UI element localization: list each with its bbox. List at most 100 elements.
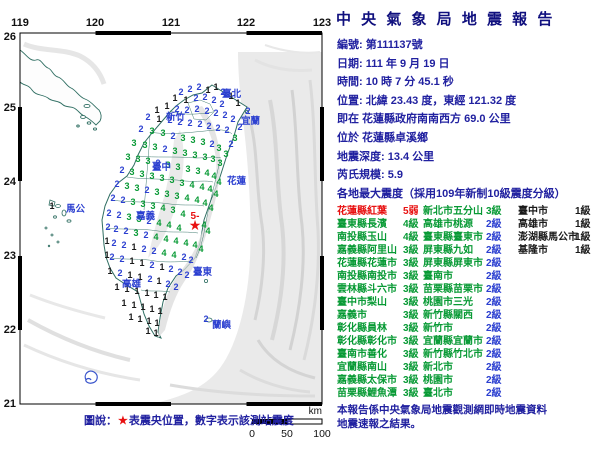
station-intensity: 1級	[575, 245, 591, 256]
map-station-value: 2	[162, 144, 167, 154]
station-name: 嘉義市	[337, 310, 367, 321]
map-station-value: 4	[204, 168, 209, 178]
map-station-value: 4	[216, 177, 221, 187]
station-name: 新竹縣關西	[423, 310, 473, 321]
station-intensity: 3級	[403, 349, 419, 360]
map-station-value: 2	[224, 125, 229, 135]
intensity-row: 南投縣南投市 3級	[337, 270, 419, 283]
map-station-value: 3	[182, 148, 187, 158]
map-station-value: 1	[131, 300, 136, 310]
station-intensity: 5弱	[403, 206, 419, 217]
map-station-value: 4	[192, 240, 197, 250]
map-station-value: 1	[183, 95, 188, 105]
map-station-value: 2	[184, 105, 189, 115]
map-station-value: 3	[154, 187, 159, 197]
station-intensity: 2級	[486, 336, 502, 347]
station-name: 澎湖縣馬公市	[518, 232, 578, 243]
map-station-value: 2	[194, 104, 199, 114]
map-station-value: 3	[130, 197, 135, 207]
map-station-value: 2	[177, 117, 182, 127]
map-station-value: 3	[149, 126, 154, 136]
map-legend: 圖說：★表震央位置，數字表示該測站震度	[84, 412, 294, 428]
lat-tick-label: 23	[4, 250, 16, 262]
station-name: 臺中市梨山	[337, 297, 387, 308]
report-field-line: 各地最大震度（採用109年新制10級震度分級）	[337, 187, 566, 200]
map-station-value: 4	[161, 248, 166, 258]
map-station-value: 2	[119, 165, 124, 175]
station-intensity: 3級	[403, 362, 419, 373]
intensity-row: 彰化縣彰化市 3級	[337, 335, 419, 348]
map-station-value: 2	[211, 95, 216, 105]
station-intensity: 2級	[486, 297, 502, 308]
map-place-label: 馬公	[65, 204, 86, 215]
intensity-table-col-2: 新北市五分山 3級 高雄市桃源 2級 臺東縣臺東市 2級 屏東縣九如 2級 屏東縣屏東市 2級 臺南…	[423, 205, 502, 400]
map-station-value: 2	[111, 238, 116, 248]
map-station-value: 2	[204, 106, 209, 116]
map-station-value: 1	[128, 312, 133, 322]
map-station-value: 1	[154, 318, 159, 328]
map-station-value: 3	[192, 150, 197, 160]
map-station-value: 1	[127, 270, 132, 280]
station-intensity: 3級	[486, 206, 502, 217]
station-name: 新北市五分山	[423, 206, 483, 217]
map-station-value: 1	[153, 290, 158, 300]
station-intensity: 2級	[486, 232, 502, 243]
map-station-value: 1	[172, 93, 177, 103]
map-station-value: 3	[133, 228, 138, 238]
map-station-value: 3	[170, 205, 175, 215]
map-station-value: 2	[167, 115, 172, 125]
map-station-value: 4	[208, 203, 213, 213]
report-field-line: 位置: 北緯 23.43 度，東經 121.32 度	[337, 94, 517, 107]
map-place-label: 高雄	[122, 278, 142, 290]
legend-text: 表震央位置，數字表示該測站震度	[128, 415, 294, 427]
intensity-row: 新北市 2級	[423, 361, 502, 374]
station-intensity: 2級	[486, 271, 502, 282]
map-station-value: 2	[237, 122, 242, 132]
map-station-value: 4	[156, 218, 161, 228]
intensity-row: 苗栗縣鯉魚潭 3級	[337, 387, 419, 400]
intensity-row: 臺東縣長濱 4級	[337, 218, 419, 231]
mountain-hillshade	[148, 106, 221, 338]
intensity-row: 基隆市 1級	[518, 244, 591, 257]
map-station-value: 2	[213, 108, 218, 118]
intensity-row: 桃園市三光 2級	[423, 296, 502, 309]
taiwan-outline	[101, 84, 248, 339]
seafloor-hillshade	[22, 41, 322, 404]
station-intensity: 2級	[486, 362, 502, 373]
station-intensity: 2級	[486, 258, 502, 269]
intensity-row: 宜蘭縣南山 3級	[337, 361, 419, 374]
lat-tick-label: 22	[4, 324, 16, 336]
lat-tick-label: 25	[4, 102, 16, 114]
map-station-value: 2	[228, 139, 233, 149]
station-name: 彰化縣彰化市	[337, 336, 397, 347]
map-station-value: 4	[205, 226, 210, 236]
lon-tick-label: 123	[313, 17, 331, 29]
wave-mark	[84, 370, 98, 384]
station-name: 基隆市	[518, 245, 548, 256]
intensity-row: 嘉義縣阿里山 3級	[337, 244, 419, 257]
map-station-value: 2	[116, 210, 121, 220]
mainland-coastline	[19, 49, 102, 131]
station-intensity: 3級	[403, 323, 419, 334]
map-station-value: 2	[113, 224, 118, 234]
station-intensity: 3級	[403, 336, 419, 347]
intensity-row: 嘉義市 3級	[337, 309, 419, 322]
report-field-line: 即在 花蓮縣政府南南西方 69.0 公里	[337, 113, 511, 126]
map-station-value: 3	[152, 142, 157, 152]
map-station-value: 1	[154, 105, 159, 115]
intensity-row: 臺北市 2級	[423, 387, 502, 400]
station-name: 花蓮縣花蓮市	[337, 258, 397, 269]
map-station-value: 4	[166, 220, 171, 230]
lat-tick-label: 21	[4, 398, 16, 410]
map-station-value: 4	[153, 232, 158, 242]
intensity-row: 宜蘭縣宜蘭市 2級	[423, 335, 502, 348]
map-station-value: 2	[184, 270, 189, 280]
map-station-value: 4	[211, 171, 216, 181]
report-field-line: 日期: 111 年 9 月 19 日	[337, 57, 450, 70]
map-place-label: 臺北	[222, 88, 242, 100]
map-station-value: 1	[104, 236, 109, 246]
map-station-value: 4	[194, 195, 199, 205]
station-intensity: 1級	[575, 219, 591, 230]
station-name: 屏東縣九如	[423, 245, 473, 256]
intensity-row: 新竹市 2級	[423, 322, 502, 335]
